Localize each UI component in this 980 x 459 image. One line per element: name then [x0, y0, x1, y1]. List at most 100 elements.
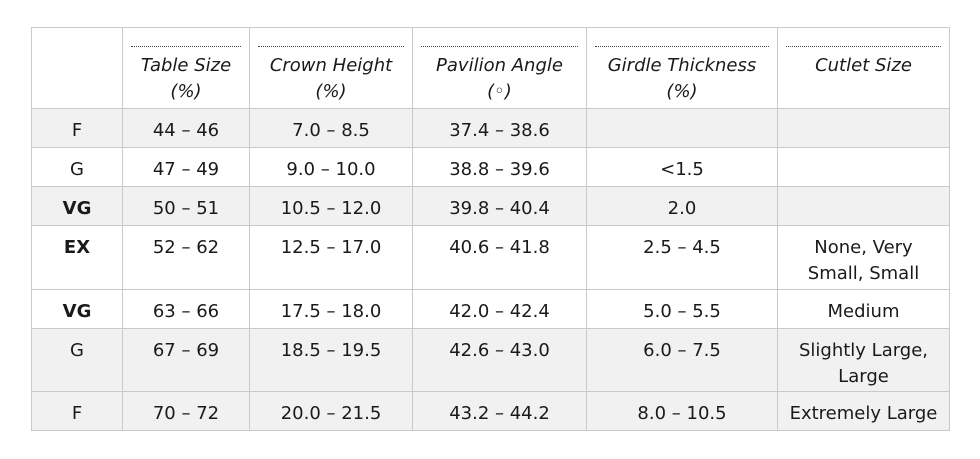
header-girdle-thickness: Girdle Thickness (%)	[586, 27, 778, 109]
pavilion-angle-cell: 42.0 – 42.4	[412, 289, 587, 329]
culet-size-cell-text	[778, 109, 949, 118]
girdle-thickness-cell-text	[587, 109, 777, 118]
girdle-thickness-cell: <1.5	[586, 147, 778, 187]
crown-height-cell: 20.0 – 21.5	[249, 391, 413, 431]
table-row: VG 63 – 66 17.5 – 18.0 42.0 – 42.4 5.0 – 5.5…	[31, 289, 950, 329]
pavilion-angle-cell-text: 39.8 – 40.4	[449, 198, 550, 219]
header-unit: (%)	[315, 81, 347, 102]
crown-height-cell: 17.5 – 18.0	[249, 289, 413, 329]
crown-height-cell-text: 10.5 – 12.0	[280, 198, 382, 219]
grade-cell-text: VG	[62, 198, 92, 219]
table-size-cell: 67 – 69	[122, 328, 250, 392]
girdle-thickness-cell: 8.0 – 10.5	[586, 391, 778, 431]
crown-height-cell-text: 9.0 – 10.0	[286, 159, 376, 180]
table-size-cell-text: 44 – 46	[152, 120, 220, 141]
culet-size-cell-text: Medium	[827, 301, 900, 322]
pavilion-angle-cell-text: 43.2 – 44.2	[449, 403, 550, 424]
pavilion-angle-cell-text: 42.6 – 43.0	[449, 340, 550, 361]
table-row: EX 52 – 62 12.5 – 17.0 40.6 – 41.8 2.5 – 4.5…	[31, 225, 950, 290]
pavilion-angle-cell-text: 40.6 – 41.8	[449, 237, 550, 258]
header-label: Cutlet Size	[815, 55, 912, 76]
pavilion-angle-cell: 37.4 – 38.6	[412, 108, 587, 148]
table-size-cell-text: 52 – 62	[152, 237, 220, 258]
grade-cell: VG	[31, 186, 123, 226]
grade-cell: G	[31, 328, 123, 392]
header-dotted-rule	[786, 46, 941, 47]
header-grade	[31, 27, 123, 109]
culet-size-cell: None, Very Small, Small	[777, 225, 950, 290]
culet-size-cell-text: None, Very Small, Small	[807, 237, 920, 284]
table-size-cell: 52 – 62	[122, 225, 250, 290]
crown-height-cell-text: 7.0 – 8.5	[292, 120, 370, 141]
culet-size-cell-text	[778, 187, 949, 196]
header-label: Table Size	[140, 55, 232, 76]
header-unit: (%)	[170, 81, 202, 102]
crown-height-cell-text: 17.5 – 18.0	[280, 301, 382, 322]
table-size-cell: 63 – 66	[122, 289, 250, 329]
header-crown-height: Crown Height (%)	[249, 27, 413, 109]
girdle-thickness-cell: 2.0	[586, 186, 778, 226]
girdle-thickness-cell	[586, 108, 778, 148]
girdle-thickness-cell: 2.5 – 4.5	[586, 225, 778, 290]
grade-cell-text: EX	[63, 237, 91, 258]
culet-size-cell-text	[778, 148, 949, 157]
table-row: F 70 – 72 20.0 – 21.5 43.2 – 44.2 8.0 – 10.5…	[31, 391, 950, 431]
grade-cell-text: F	[71, 403, 83, 424]
grade-cell-text: VG	[62, 301, 92, 322]
grade-cell: F	[31, 108, 123, 148]
pavilion-angle-cell-text: 37.4 – 38.6	[449, 120, 550, 141]
header-table-size: Table Size (%)	[122, 27, 250, 109]
culet-size-cell	[777, 147, 950, 187]
culet-size-cell: Slightly Large, Large	[777, 328, 950, 392]
culet-size-cell: Medium	[777, 289, 950, 329]
girdle-thickness-cell: 5.0 – 5.5	[586, 289, 778, 329]
grade-cell: EX	[31, 225, 123, 290]
pavilion-angle-cell: 39.8 – 40.4	[412, 186, 587, 226]
pavilion-angle-cell: 40.6 – 41.8	[412, 225, 587, 290]
header-pavilion-angle: Pavilion Angle (◦)	[412, 27, 587, 109]
grade-cell-text: G	[70, 159, 84, 180]
pavilion-angle-cell-text: 42.0 – 42.4	[449, 301, 550, 322]
culet-size-cell	[777, 186, 950, 226]
header-dotted-rule	[131, 46, 241, 47]
pavilion-angle-cell-text: 38.8 – 39.6	[449, 159, 550, 180]
table-size-cell-text: 67 – 69	[152, 340, 220, 361]
table-size-cell-text: 63 – 66	[152, 301, 220, 322]
header-row: Table Size (%) Crown Height (%) Pavilion…	[31, 27, 950, 109]
header-culet-size: Cutlet Size	[777, 27, 950, 109]
girdle-thickness-cell-text: 8.0 – 10.5	[637, 403, 727, 424]
table-size-cell-text: 47 – 49	[152, 159, 220, 180]
crown-height-cell-text: 12.5 – 17.0	[280, 237, 382, 258]
header-dotted-rule	[421, 46, 578, 47]
crown-height-cell: 12.5 – 17.0	[249, 225, 413, 290]
grade-cell: G	[31, 147, 123, 187]
pavilion-angle-cell: 43.2 – 44.2	[412, 391, 587, 431]
table-size-cell: 50 – 51	[122, 186, 250, 226]
culet-size-cell-text: Slightly Large, Large	[798, 340, 929, 387]
crown-height-cell-text: 20.0 – 21.5	[280, 403, 382, 424]
girdle-thickness-cell: 6.0 – 7.5	[586, 328, 778, 392]
grade-cell: VG	[31, 289, 123, 329]
table-row: G 47 – 49 9.0 – 10.0 38.8 – 39.6 <1.5	[31, 147, 950, 187]
table-row: VG 50 – 51 10.5 – 12.0 39.8 – 40.4 2.0	[31, 186, 950, 226]
culet-size-cell-text: Extremely Large	[789, 403, 938, 424]
girdle-thickness-cell-text: <1.5	[660, 159, 704, 180]
table-size-cell-text: 50 – 51	[152, 198, 220, 219]
table-row: F 44 – 46 7.0 – 8.5 37.4 – 38.6	[31, 108, 950, 148]
table-size-cell: 70 – 72	[122, 391, 250, 431]
girdle-thickness-cell-text: 2.0	[667, 198, 697, 219]
grade-cell-text: F	[71, 120, 83, 141]
culet-size-cell	[777, 108, 950, 148]
girdle-thickness-cell-text: 2.5 – 4.5	[643, 237, 721, 258]
grade-cell: F	[31, 391, 123, 431]
culet-size-cell: Extremely Large	[777, 391, 950, 431]
table-size-cell: 44 – 46	[122, 108, 250, 148]
girdle-thickness-cell-text: 6.0 – 7.5	[643, 340, 721, 361]
header-label: Crown Height	[269, 55, 393, 76]
header-label: Pavilion Angle	[436, 55, 563, 76]
header-unit: (%)	[666, 81, 698, 102]
table-row: G 67 – 69 18.5 – 19.5 42.6 – 43.0 6.0 – 7.5 S…	[31, 328, 950, 392]
crown-height-cell: 9.0 – 10.0	[249, 147, 413, 187]
header-dotted-rule	[258, 46, 404, 47]
crown-height-cell: 18.5 – 19.5	[249, 328, 413, 392]
